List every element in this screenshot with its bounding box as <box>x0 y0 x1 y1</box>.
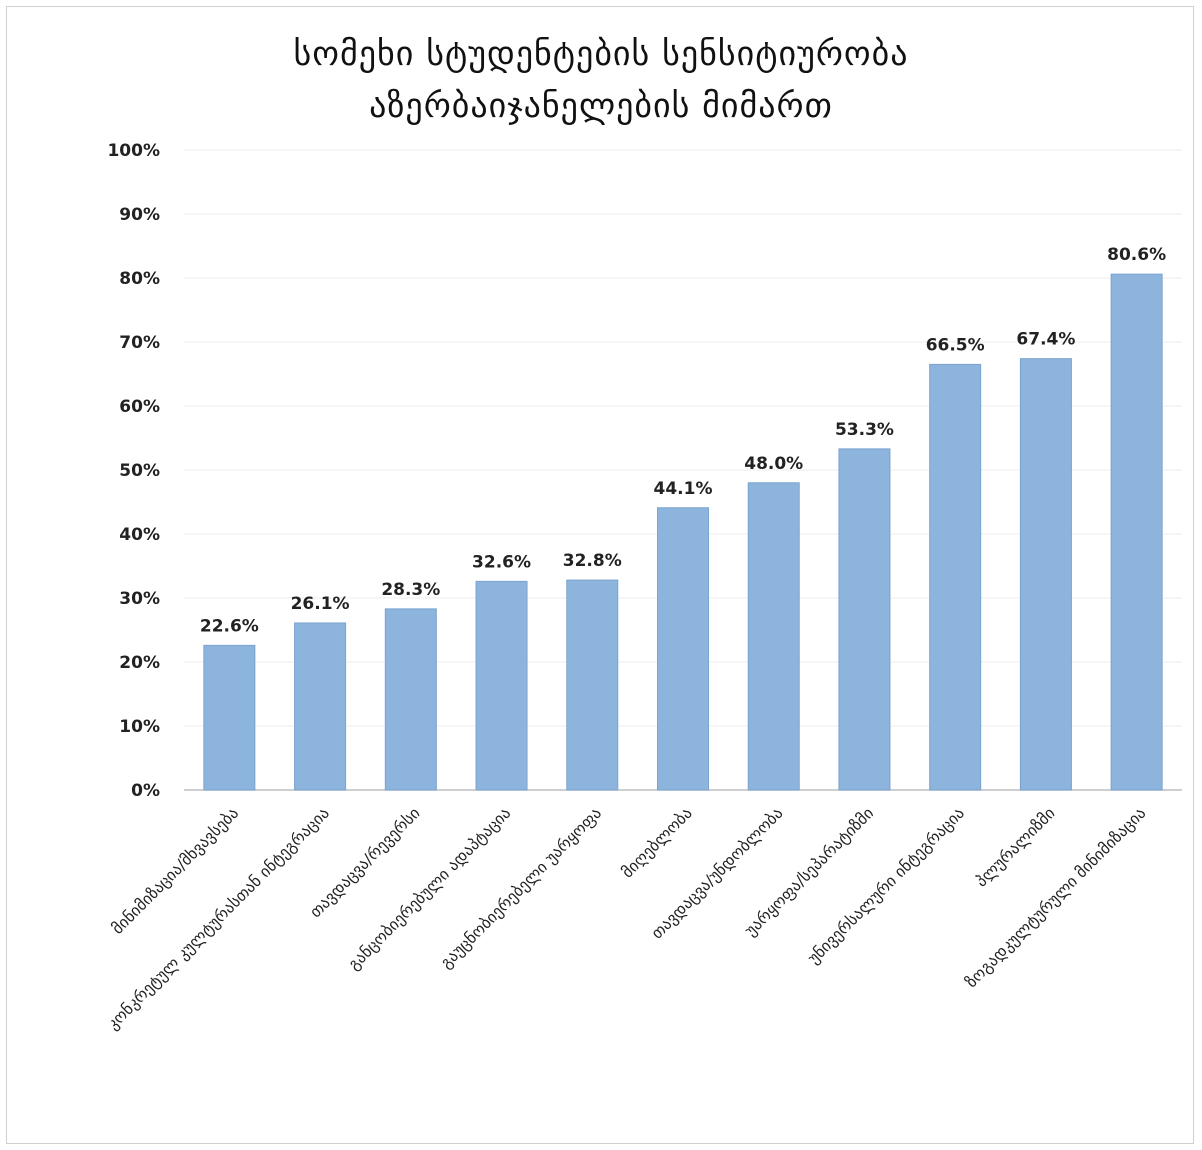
bar <box>203 644 256 791</box>
y-tick-label: 80% <box>119 269 160 289</box>
y-tick-label: 20% <box>119 653 160 673</box>
x-category-label: გაუცნობიერებელი უარყოფა <box>436 803 605 972</box>
bar <box>475 580 528 791</box>
bar <box>384 608 437 791</box>
bar-value-label: 67.4% <box>1016 330 1075 350</box>
bar <box>1019 358 1072 791</box>
y-tick-label: 0% <box>131 781 160 801</box>
y-tick-label: 70% <box>119 333 160 353</box>
y-tick-label: 10% <box>119 717 160 737</box>
y-tick-label: 50% <box>119 461 160 481</box>
bar <box>657 507 709 791</box>
y-tick-label: 30% <box>119 589 160 609</box>
bar-value-label: 22.6% <box>200 616 259 636</box>
chart-title: სომეხი სტუდენტების სენსიტიურობა აზერბაიჯ… <box>0 28 1202 132</box>
bar <box>1110 273 1163 791</box>
y-tick-label: 100% <box>107 141 160 161</box>
bar-value-label: 32.8% <box>563 551 622 571</box>
x-category-label: მიღებლობა <box>618 803 696 881</box>
y-tick-label: 90% <box>119 205 160 225</box>
bar-value-label: 80.6% <box>1107 245 1166 265</box>
bar-value-label: 26.1% <box>291 594 350 614</box>
bar <box>294 622 347 791</box>
chart-title-line-2: აზერბაიჯანელების მიმართ <box>369 86 833 126</box>
chart-frame <box>6 6 1194 1144</box>
y-tick-label: 60% <box>119 397 160 417</box>
bar <box>566 579 619 791</box>
bar-value-label: 66.5% <box>926 335 985 355</box>
chart-title-line-1: სომეხი სტუდენტების სენსიტიურობა <box>293 34 909 74</box>
x-category-label: ზოგადკულტურული მინიმიზაცია <box>962 803 1150 991</box>
bar-value-label: 53.3% <box>835 420 894 440</box>
bar-value-label: 32.6% <box>472 552 531 572</box>
x-category-label: განცობიერებული ადაპტაცია <box>344 803 514 973</box>
bar <box>929 363 982 791</box>
bar-value-label: 48.0% <box>744 454 803 474</box>
x-category-label: უნივერსალური ინტეგრაცია <box>804 803 968 967</box>
bar <box>838 448 891 791</box>
bar-value-label: 44.1% <box>654 479 713 499</box>
y-tick-label: 40% <box>119 525 160 545</box>
bar-value-label: 28.3% <box>381 580 440 600</box>
x-category-label: პლურალიზმი <box>972 803 1059 890</box>
bar <box>747 482 800 791</box>
